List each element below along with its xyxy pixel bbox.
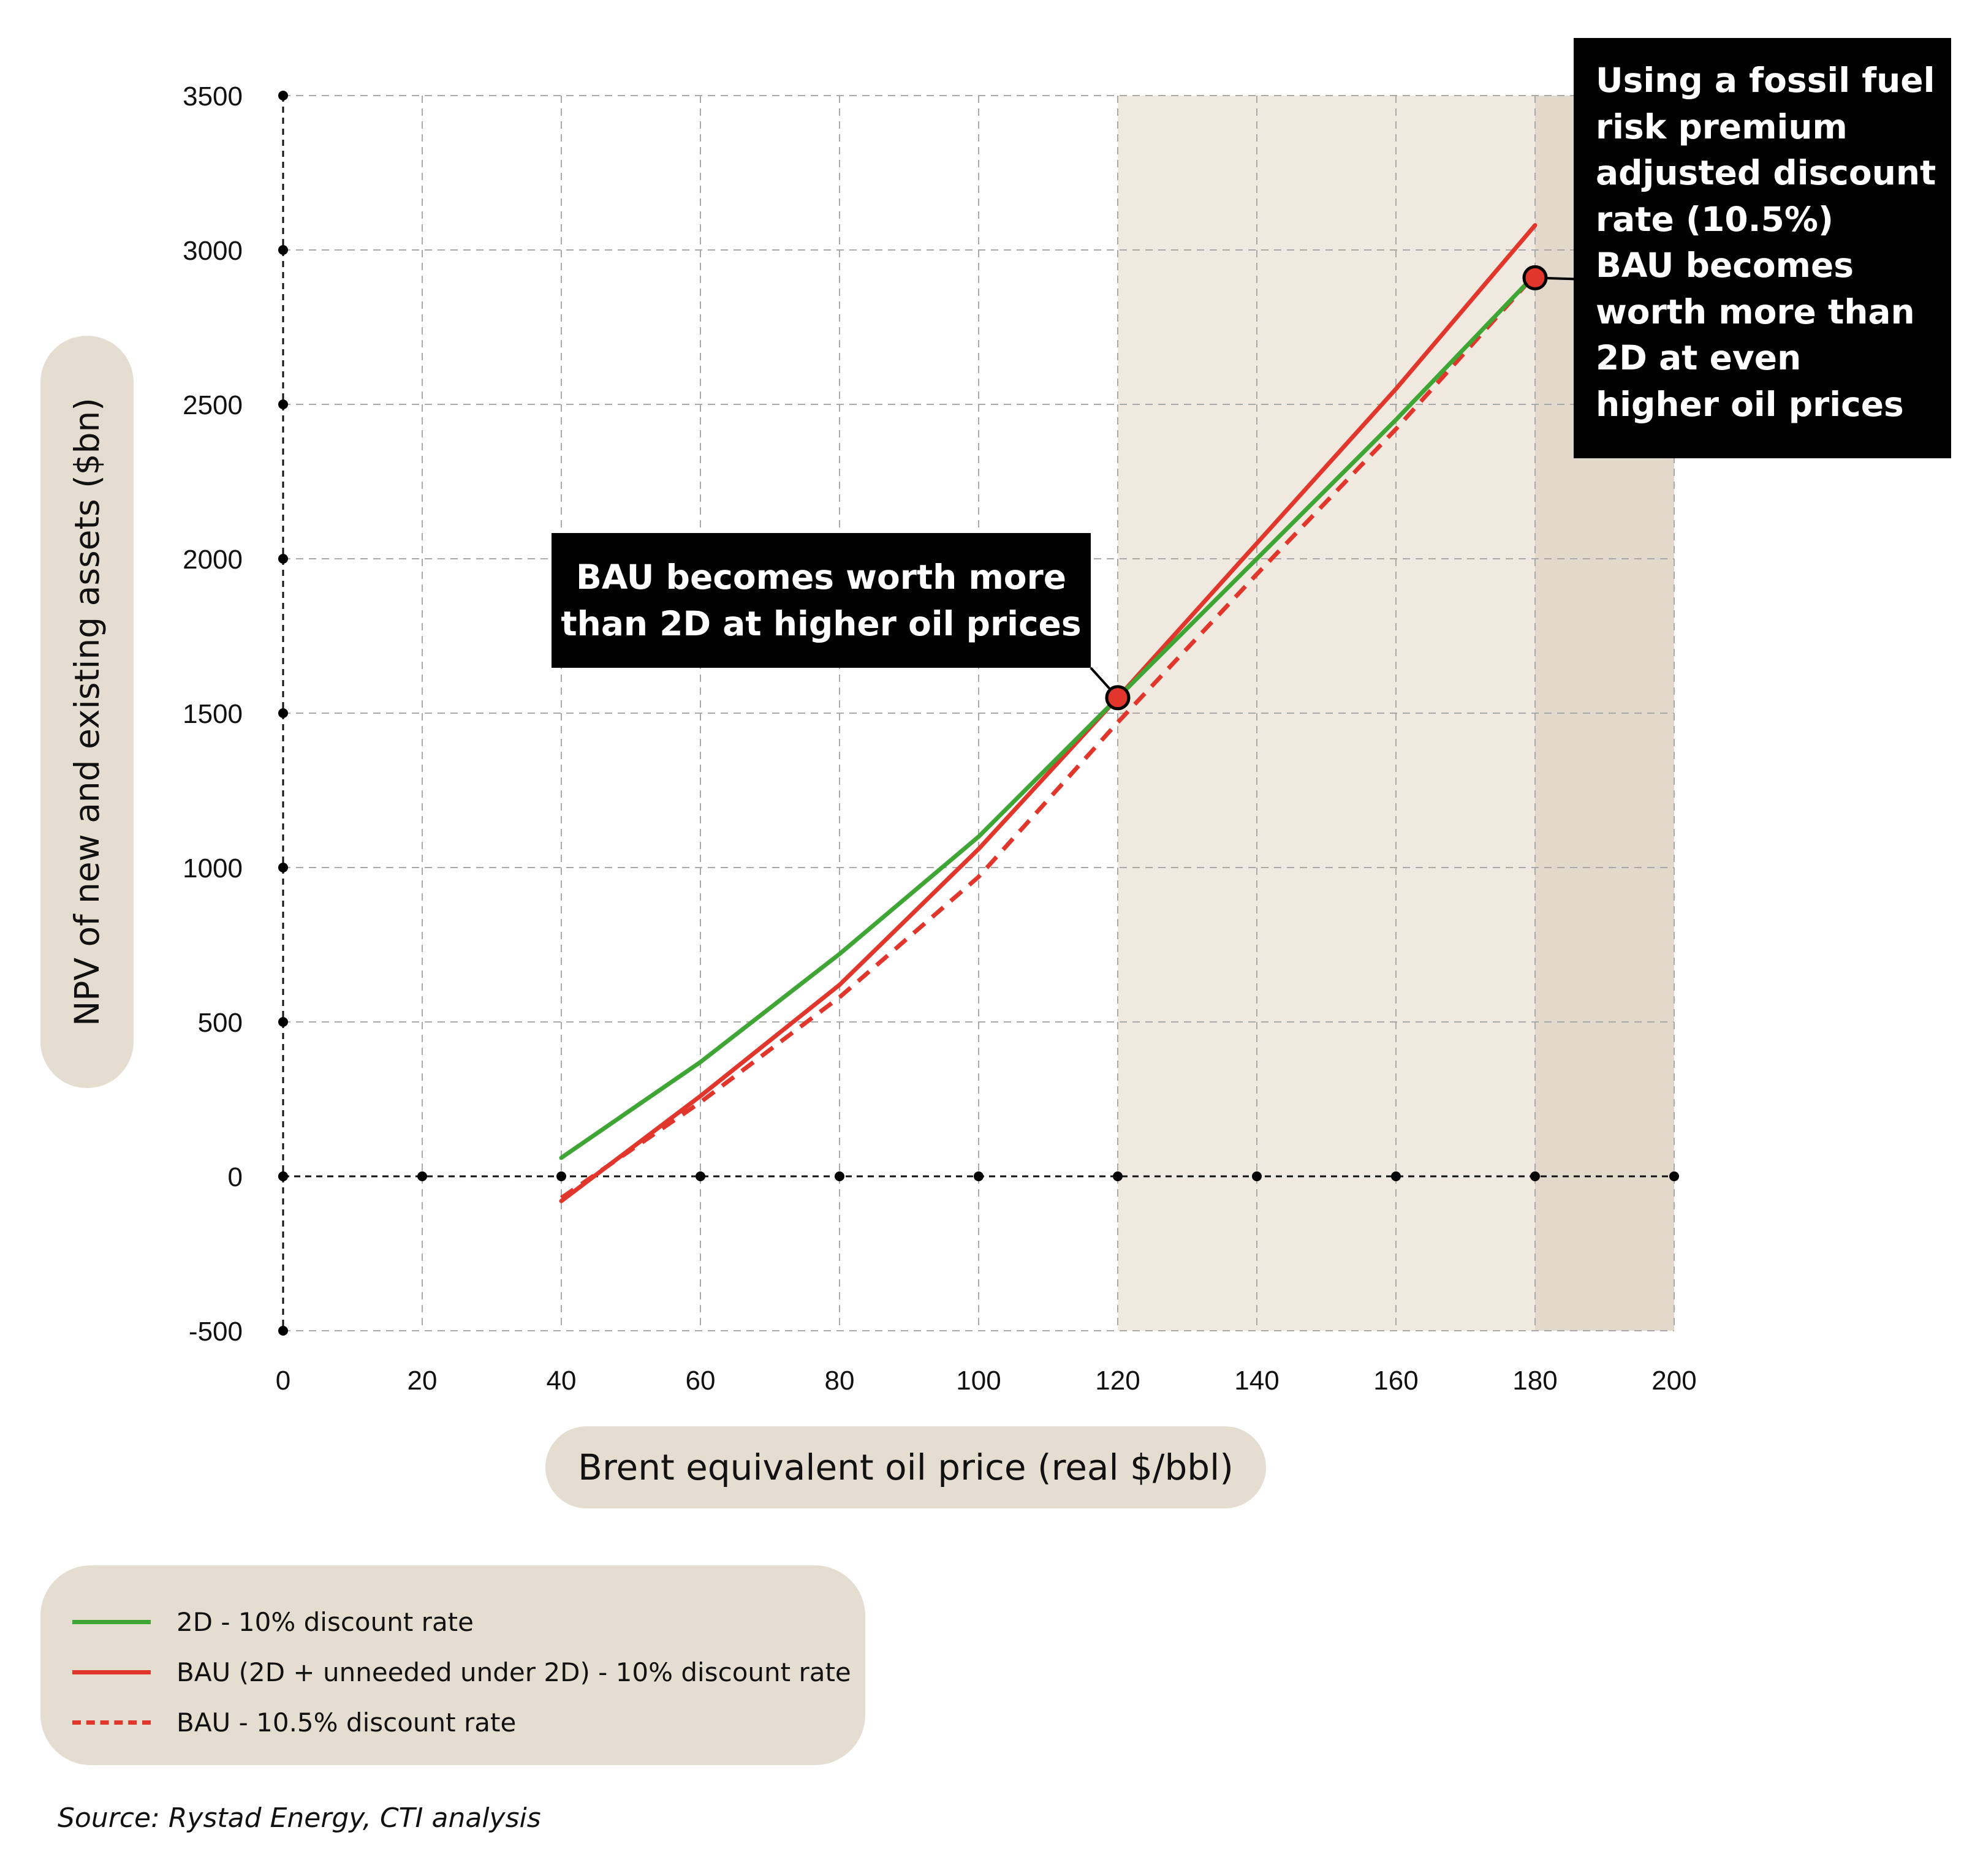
y-tick-label: 1000 [183,853,243,883]
legend-label: BAU (2D + unneeded under 2D) - 10% disco… [176,1657,851,1687]
x-tick-label: 80 [825,1366,855,1396]
y-axis-tick-dot [278,863,288,872]
y-axis-tick-dot [278,708,288,718]
y-axis-tick-dot [278,1326,288,1336]
y-axis-tick-dot [278,245,288,255]
callout-line: risk premium [1596,107,1848,146]
y-axis-tick-dot [278,399,288,409]
chart-legend: 2D - 10% discount rate BAU (2D + unneede… [40,1565,865,1765]
intersection-point-marker [1522,265,1548,290]
callout-risk-premium: Using a fossil fuel risk premium adjuste… [1574,38,1951,458]
x-axis-tick-dot [1669,1171,1679,1181]
callout-line: BAU becomes worth more [576,558,1066,597]
x-tick-label: 100 [956,1366,1001,1396]
callout-line: adjusted discount [1596,153,1936,192]
intersection-point-marker [1105,685,1131,711]
x-axis-label: Brent equivalent oil price (real $/bbl) [578,1447,1234,1488]
x-axis-tick-dot [696,1171,705,1181]
legend-item-bau: BAU (2D + unneeded under 2D) - 10% disco… [72,1647,851,1696]
x-axis-tick-dot [1113,1171,1123,1181]
x-axis-tick-dot [1252,1171,1262,1181]
chart-axes [278,91,1679,1336]
callout-line: rate (10.5%) [1596,199,1834,239]
x-tick-label: 120 [1095,1366,1140,1396]
y-tick-label: 2500 [183,390,243,420]
callout-line: Using a fossil fuel [1596,61,1935,100]
y-tick-label: 0 [228,1162,243,1192]
legend-label: 2D - 10% discount rate [176,1606,474,1637]
x-tick-label: 40 [547,1366,577,1396]
x-tick-label: 0 [276,1366,290,1396]
y-tick-label: 1500 [183,699,243,729]
x-axis-tick-dot [278,1171,288,1181]
x-tick-label: 180 [1512,1366,1557,1396]
x-axis-tick-dot [1391,1171,1401,1181]
x-axis-tick-dot [974,1171,984,1181]
callout-line: BAU becomes [1596,246,1854,285]
legend-swatch-red-dashed [72,1720,151,1725]
callout-line: higher oil prices [1596,384,1904,424]
series-bau-10pct-line [559,223,1537,1203]
highlight-points [1105,265,1548,711]
callout-line: 2D at even [1596,338,1802,377]
legend-swatch-red-solid [72,1670,151,1674]
callout-line: than 2D at higher oil prices [561,604,1082,643]
legend-item-2d: 2D - 10% discount rate [72,1597,474,1646]
x-tick-label: 20 [408,1366,438,1396]
series-bau-10-5pct-line [560,273,1537,1200]
x-axis-tick-dot [417,1171,427,1181]
y-tick-label: 2000 [183,545,243,575]
callout-higher-prices: BAU becomes worth more than 2D at higher… [552,533,1091,668]
y-tick-label: 3000 [183,236,243,266]
x-axis-tick-dot [556,1171,566,1181]
x-tick-label: 160 [1373,1366,1418,1396]
y-tick-label: 3500 [183,81,243,112]
y-axis-tick-dot [278,1017,288,1027]
y-tick-label: 500 [198,1008,243,1038]
axis-tick-labels: -500 0 500 1000 1500 2000 2500 3000 3500 0 20 40 60 8… [183,81,1697,1396]
legend-swatch-green-solid [72,1619,151,1624]
chart-series [559,223,1537,1203]
y-axis-label-pill: NPV of new and existing assets ($bn) [40,336,134,1088]
chart-gridlines [283,95,1675,1331]
source-note: Source: Rystad Energy, CTI analysis [58,1802,541,1834]
x-tick-label: 140 [1234,1366,1279,1396]
x-tick-label: 60 [686,1366,716,1396]
legend-item-bau-dashed: BAU - 10.5% discount rate [72,1698,516,1747]
legend-label: BAU - 10.5% discount rate [176,1707,517,1738]
y-axis-tick-dot [278,91,288,100]
series-2d-10pct-line [559,272,1537,1160]
x-axis-tick-dot [1530,1171,1540,1181]
x-axis-label-pill: Brent equivalent oil price (real $/bbl) [545,1426,1266,1508]
y-axis-tick-dot [278,554,288,564]
callout-line: worth more than [1596,292,1915,331]
y-axis-label: NPV of new and existing assets ($bn) [67,398,107,1026]
x-tick-label: 200 [1651,1366,1696,1396]
x-axis-tick-dot [835,1171,844,1181]
y-tick-label: -500 [189,1317,243,1347]
